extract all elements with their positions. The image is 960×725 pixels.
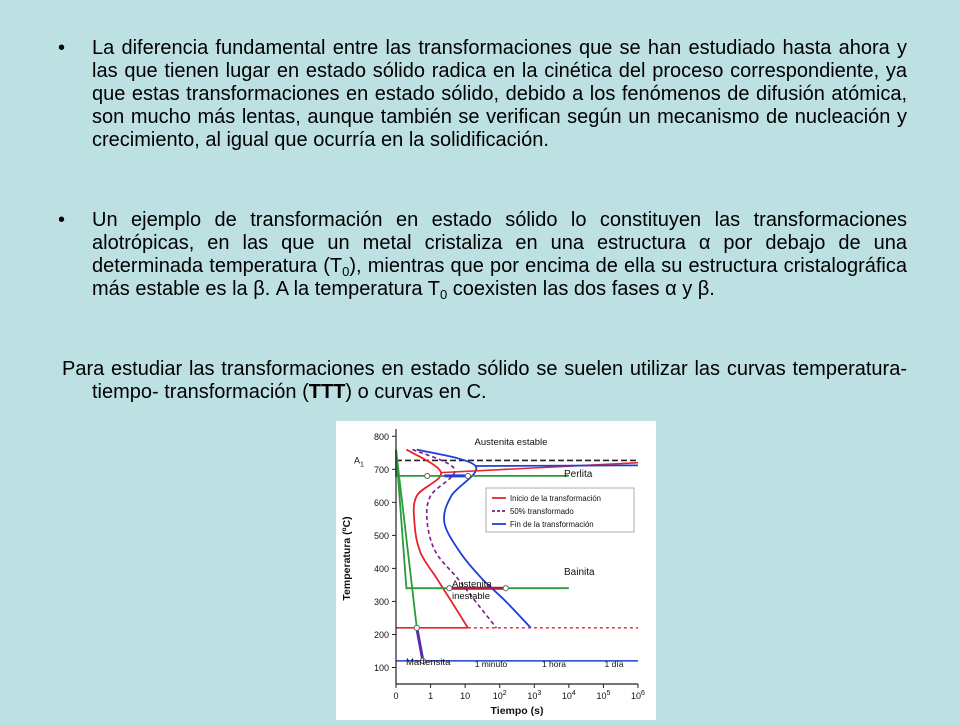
x-tick-exponent: 5 xyxy=(606,690,610,697)
y-tick-label: 300 xyxy=(374,597,389,607)
bullet: • xyxy=(58,209,66,231)
curve-fin-tail xyxy=(475,464,639,467)
label-un-minuto: 1 minuto xyxy=(475,659,508,669)
x-axis-title: Tiempo (s) xyxy=(491,705,544,717)
x-tick-label: 103 xyxy=(527,690,541,701)
ttt-chart: 100 200 300 400 500 600 700 800 0 1 10 102 103 104 105… xyxy=(341,429,645,717)
y-tick-label: 200 xyxy=(374,630,389,640)
y-tick-label: 600 xyxy=(374,498,389,508)
intersection-marker xyxy=(413,624,420,631)
paragraph-cinetica: • La diferencia fundamental entre las tr… xyxy=(58,37,907,152)
ttt-diagram: 100 200 300 400 500 600 700 800 0 1 10 102 103 104 105… xyxy=(336,421,656,720)
axes-layer: 100 200 300 400 500 600 700 800 0 1 10 102 103 104 105… xyxy=(374,429,645,701)
x-tick-exponent: 2 xyxy=(503,690,507,697)
label-un-dia: 1 día xyxy=(605,659,624,669)
subscript-t0: 0 xyxy=(342,264,350,279)
legend-label: Inicio de la transformación xyxy=(510,494,601,503)
intersection-marker xyxy=(419,657,427,664)
intersection-marker xyxy=(502,585,509,592)
label-a1: A1 xyxy=(354,455,364,468)
label-una-hora: 1 hora xyxy=(542,659,566,669)
ttt-bold: TTT xyxy=(308,381,346,403)
y-tick-label: 400 xyxy=(374,564,389,574)
curve-fin xyxy=(416,448,532,629)
curves-layer xyxy=(396,448,639,662)
x-tick-exponent: 6 xyxy=(641,690,645,697)
paragraph-alotropicas: • Un ejemplo de transformación en estado… xyxy=(58,209,907,302)
x-tick-label: 0 xyxy=(393,691,398,701)
cooling-path-bainita xyxy=(395,449,569,590)
bullet: • xyxy=(58,37,66,59)
legend-label: Fin de la transformación xyxy=(510,520,594,529)
legend-box xyxy=(485,487,635,533)
curve-inicio xyxy=(405,448,469,629)
label-austenita-inestable-2: inestable xyxy=(452,591,490,602)
x-tick-exponent: 3 xyxy=(537,690,541,697)
paragraph-ttt-text-1: Para estudiar las transformaciones en es… xyxy=(62,358,907,403)
label-martensita: Martensita xyxy=(406,657,451,668)
y-axis-title: Temperatura (ºC) xyxy=(341,516,353,600)
subscript-t0: 0 xyxy=(439,287,448,302)
y-tick-label: 800 xyxy=(374,432,389,442)
paragraph-cinetica-text: La diferencia fundamental entre las tran… xyxy=(92,37,907,151)
label-a1-subscript: 1 xyxy=(360,461,364,468)
labels-layer: Tiempo (s) Temperatura (ºC) Austenita esta… xyxy=(341,437,635,717)
x-tick-label: 10 xyxy=(460,691,470,701)
intersection-marker xyxy=(464,472,471,480)
label-bainita: Bainita xyxy=(564,567,595,578)
x-tick-label: 104 xyxy=(562,690,576,701)
intersection-marker xyxy=(446,585,453,592)
label-austenita-estable: Austenita estable xyxy=(475,437,548,448)
x-tick-label: 106 xyxy=(631,690,645,701)
x-tick-exponent: 4 xyxy=(572,690,576,697)
x-tick-label: 102 xyxy=(493,690,507,701)
y-tick-label: 100 xyxy=(374,663,389,673)
paragraph-alotropicas-text-1: Un ejemplo de transformación en estado s… xyxy=(92,209,907,277)
legend-label: 50% transformado xyxy=(510,507,574,516)
curve-inicio-tail xyxy=(440,461,639,474)
paragraph-alotropicas-text-2: ), mientras que por encima de ella su es… xyxy=(92,255,907,300)
cooling-paths-layer xyxy=(395,449,569,664)
label-perlita: Perlita xyxy=(564,469,593,480)
label-austenita-inestable-1: Austenita xyxy=(452,579,492,590)
paragraph-ttt-text-2: ) o curvas en C. xyxy=(345,381,487,403)
paragraph-alotropicas-text-3: coexisten las dos fases α y β. xyxy=(447,278,715,300)
paragraph-ttt: Para estudiar las transformaciones en es… xyxy=(62,358,907,404)
martensita-transform-segment xyxy=(415,627,425,662)
x-tick-label: 105 xyxy=(596,690,610,701)
y-tick-label: 500 xyxy=(374,531,389,541)
intersection-marker xyxy=(424,472,431,480)
y-tick-label: 700 xyxy=(374,465,389,475)
x-tick-label: 1 xyxy=(428,691,433,701)
